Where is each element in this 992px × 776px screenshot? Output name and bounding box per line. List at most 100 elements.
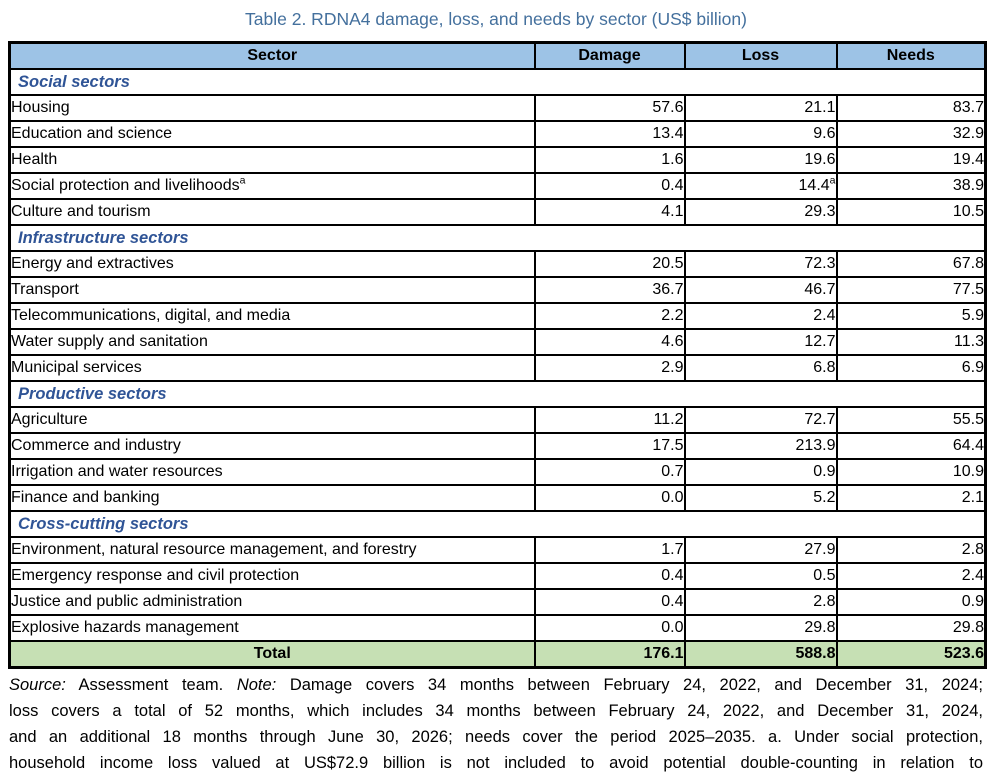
row-loss: 0.9 bbox=[683, 458, 838, 486]
row-sector: Emergency response and civil protection bbox=[8, 562, 536, 590]
row-damage: 0.4 bbox=[533, 588, 686, 616]
row-loss: 29.3 bbox=[683, 198, 838, 226]
row-sector: Explosive hazards management bbox=[8, 614, 536, 642]
row-damage: 1.7 bbox=[533, 536, 686, 564]
total-needs: 523.6 bbox=[835, 640, 987, 669]
row-sector: Telecommunications, digital, and media bbox=[8, 302, 536, 330]
table-row: Environment, natural resource management… bbox=[8, 536, 987, 564]
source-text: Assessment team. bbox=[65, 676, 237, 694]
total-row: Total 176.1 588.8 523.6 bbox=[8, 640, 987, 669]
table-header-row: Sector Damage Loss Needs bbox=[8, 41, 987, 70]
row-loss: 29.8 bbox=[683, 614, 838, 642]
footnote-marker: a bbox=[239, 174, 246, 187]
row-loss: 2.4 bbox=[683, 302, 838, 330]
row-needs: 11.3 bbox=[835, 328, 987, 356]
row-sector: Education and science bbox=[8, 120, 536, 148]
row-sector: Health bbox=[8, 146, 536, 174]
row-needs: 32.9 bbox=[835, 120, 987, 148]
section-label: Cross-cutting sectors bbox=[8, 510, 987, 538]
row-sector: Transport bbox=[8, 276, 536, 304]
column-header-damage: Damage bbox=[533, 41, 686, 70]
row-needs: 10.5 bbox=[835, 198, 987, 226]
table-row: Irrigation and water resources 0.7 0.9 1… bbox=[8, 458, 987, 486]
row-damage: 4.6 bbox=[533, 328, 686, 356]
table-row: Explosive hazards management 0.0 29.8 29… bbox=[8, 614, 987, 642]
page-title: Table 2. RDNA4 damage, loss, and needs b… bbox=[245, 9, 747, 29]
table-row: Commerce and industry 17.5 213.9 64.4 bbox=[8, 432, 987, 460]
row-needs: 38.9 bbox=[835, 172, 987, 200]
section-label: Productive sectors bbox=[8, 380, 987, 408]
row-loss: 2.8 bbox=[683, 588, 838, 616]
column-header-sector: Sector bbox=[8, 41, 536, 70]
row-needs: 6.9 bbox=[835, 354, 987, 382]
row-damage: 11.2 bbox=[533, 406, 686, 434]
row-sector: Agriculture bbox=[8, 406, 536, 434]
row-needs: 10.9 bbox=[835, 458, 987, 486]
row-loss: 5.2 bbox=[683, 484, 838, 512]
row-sector: Irrigation and water resources bbox=[8, 458, 536, 486]
row-loss: 14.4a bbox=[683, 172, 838, 200]
table-row: Housing 57.6 21.1 83.7 bbox=[8, 94, 987, 122]
table-row: Transport 36.7 46.7 77.5 bbox=[8, 276, 987, 304]
table-row: Health 1.6 19.6 19.4 bbox=[8, 146, 987, 174]
row-loss: 21.1 bbox=[683, 94, 838, 122]
row-loss: 72.3 bbox=[683, 250, 838, 278]
total-label: Total bbox=[8, 640, 536, 669]
section-row-productive: Productive sectors bbox=[8, 380, 987, 408]
table-row: Emergency response and civil protection … bbox=[8, 562, 987, 590]
row-sector: Energy and extractives bbox=[8, 250, 536, 278]
row-needs: 77.5 bbox=[835, 276, 987, 304]
row-needs: 83.7 bbox=[835, 94, 987, 122]
row-damage: 2.9 bbox=[533, 354, 686, 382]
table-row: Finance and banking 0.0 5.2 2.1 bbox=[8, 484, 987, 512]
row-damage: 0.0 bbox=[533, 484, 686, 512]
total-loss: 588.8 bbox=[683, 640, 838, 669]
row-sector: Finance and banking bbox=[8, 484, 536, 512]
row-loss: 9.6 bbox=[683, 120, 838, 148]
table-notes: Source: Assessment team. Note: Damage co… bbox=[9, 672, 983, 776]
section-row-cross-cutting: Cross-cutting sectors bbox=[8, 510, 987, 538]
row-needs: 2.8 bbox=[835, 536, 987, 564]
row-damage: 17.5 bbox=[533, 432, 686, 460]
row-loss: 46.7 bbox=[683, 276, 838, 304]
row-needs: 2.1 bbox=[835, 484, 987, 512]
row-sector: Culture and tourism bbox=[8, 198, 536, 226]
note-line-3: and an additional 18 months through June… bbox=[9, 728, 983, 746]
row-needs: 29.8 bbox=[835, 614, 987, 642]
row-needs: 2.4 bbox=[835, 562, 987, 590]
note-line-4: household income loss valued at US$72.9 … bbox=[9, 754, 983, 772]
source-label: Source: bbox=[9, 676, 66, 694]
damage-loss-needs-table: Sector Damage Loss Needs Social sectors … bbox=[8, 41, 987, 669]
row-sector: Municipal services bbox=[8, 354, 536, 382]
row-loss: 6.8 bbox=[683, 354, 838, 382]
row-loss: 72.7 bbox=[683, 406, 838, 434]
row-damage: 13.4 bbox=[533, 120, 686, 148]
table-row: Culture and tourism 4.1 29.3 10.5 bbox=[8, 198, 987, 226]
row-loss: 27.9 bbox=[683, 536, 838, 564]
row-damage: 4.1 bbox=[533, 198, 686, 226]
row-needs: 19.4 bbox=[835, 146, 987, 174]
row-damage: 0.4 bbox=[533, 562, 686, 590]
row-sector: Justice and public administration bbox=[8, 588, 536, 616]
table-row: Municipal services 2.9 6.8 6.9 bbox=[8, 354, 987, 382]
table-row: Energy and extractives 20.5 72.3 67.8 bbox=[8, 250, 987, 278]
row-needs: 64.4 bbox=[835, 432, 987, 460]
table-row: Telecommunications, digital, and media 2… bbox=[8, 302, 987, 330]
row-damage: 0.4 bbox=[533, 172, 686, 200]
column-header-needs: Needs bbox=[835, 41, 987, 70]
row-loss: 19.6 bbox=[683, 146, 838, 174]
footnote-marker: a bbox=[829, 174, 836, 187]
table-row: Water supply and sanitation 4.6 12.7 11.… bbox=[8, 328, 987, 356]
note-label: Note: bbox=[236, 676, 277, 694]
row-needs: 55.5 bbox=[835, 406, 987, 434]
row-damage: 20.5 bbox=[533, 250, 686, 278]
row-needs: 5.9 bbox=[835, 302, 987, 330]
row-damage: 36.7 bbox=[533, 276, 686, 304]
row-sector: Environment, natural resource management… bbox=[8, 536, 536, 564]
row-damage: 57.6 bbox=[533, 94, 686, 122]
table-row: Social protection and livelihoodsa 0.4 1… bbox=[8, 172, 987, 200]
row-damage: 0.0 bbox=[533, 614, 686, 642]
row-needs: 0.9 bbox=[835, 588, 987, 616]
row-needs: 67.8 bbox=[835, 250, 987, 278]
row-loss: 213.9 bbox=[683, 432, 838, 460]
